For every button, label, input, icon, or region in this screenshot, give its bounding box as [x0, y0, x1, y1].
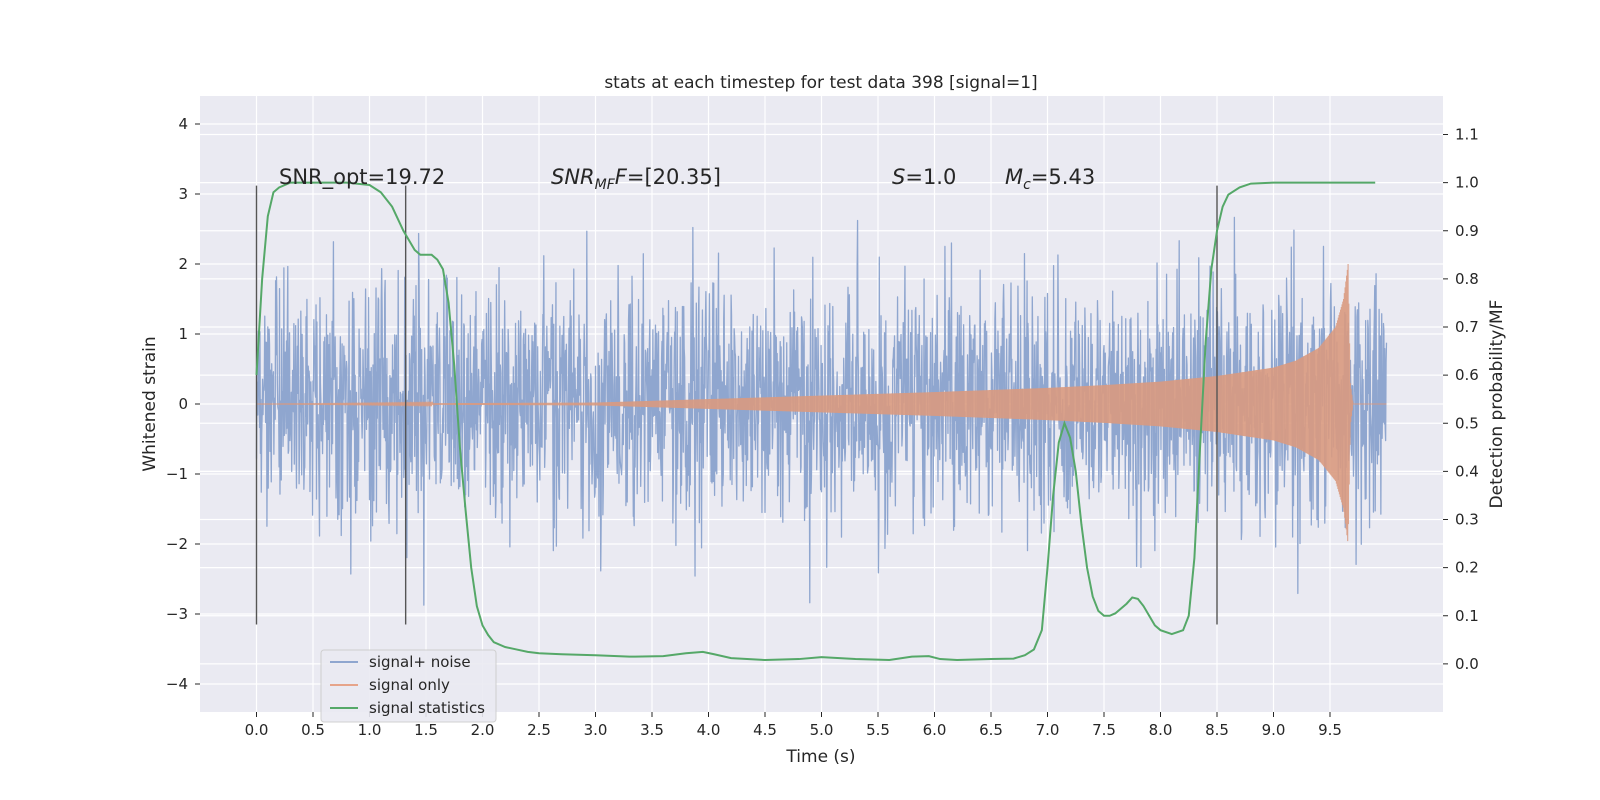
y-tick-label: −3 — [166, 605, 188, 623]
signal-only-line — [256, 263, 1387, 542]
x-tick-label: 0.5 — [301, 721, 325, 739]
x-tick-label: 5.0 — [810, 721, 834, 739]
legend-label-signal-noise: signal+ noise — [369, 653, 471, 671]
annotation-snr-mf-sub: MF — [595, 177, 616, 193]
x-tick-label: 0.0 — [245, 721, 269, 739]
x-axis-label: Time (s) — [785, 747, 855, 767]
y-tick-label: 1 — [178, 325, 188, 343]
y-right-tick-label: 0.3 — [1455, 511, 1479, 529]
y-tick-label: 4 — [178, 115, 188, 133]
y-tick-label: 0 — [178, 395, 188, 413]
x-tick-label: 3.0 — [584, 721, 608, 739]
annotation-s-value: =1.0 — [905, 165, 956, 189]
x-tick-label: 4.5 — [753, 721, 777, 739]
x-tick-label: 6.5 — [979, 721, 1003, 739]
x-tick-label: 5.5 — [866, 721, 890, 739]
x-tick-label: 8.5 — [1205, 721, 1229, 739]
legend-label-signal-statistics: signal statistics — [369, 699, 485, 717]
x-tick-label: 8.0 — [1149, 721, 1173, 739]
x-tick-label: 3.5 — [640, 721, 664, 739]
y-tick-label: 2 — [178, 255, 188, 273]
x-tick-label: 1.0 — [358, 721, 382, 739]
vertical-markers — [255, 185, 1218, 625]
y-right-tick-label: 1.0 — [1455, 174, 1479, 192]
chart-title: stats at each timestep for test data 398… — [604, 73, 1037, 93]
annotation-snr-opt: SNR_opt=19.72 — [279, 165, 445, 190]
y-tick-label: −1 — [166, 465, 188, 483]
annotation-snr-mf-main: SNR — [551, 165, 595, 189]
annotation-s-main: S — [892, 165, 905, 189]
x-tick-label: 7.5 — [1092, 721, 1116, 739]
x-tick-label: 4.0 — [697, 721, 721, 739]
annotation-snr-mf-value: =[20.35] — [627, 165, 721, 189]
signal-only-series — [256, 263, 1387, 542]
annotation-s: S=1.0 — [892, 165, 956, 189]
y-right-tick-label: 0.4 — [1455, 462, 1479, 480]
y-axis-right-label: Detection probability/MF — [1487, 300, 1507, 509]
x-tick-label: 9.0 — [1262, 721, 1286, 739]
y-right-tick-label: 1.1 — [1455, 126, 1479, 144]
annotation-mc: Mc=5.43 — [1005, 165, 1095, 193]
x-tick-label: 9.5 — [1318, 721, 1342, 739]
x-tick-label: 6.0 — [923, 721, 947, 739]
annotation-mc-value: =5.43 — [1031, 165, 1095, 189]
annotation-snr-mf-f: F — [615, 165, 628, 189]
annotation-mc-main: M — [1005, 165, 1023, 189]
y-tick-label: 3 — [178, 185, 188, 203]
y-right-tick-label: 0.5 — [1455, 414, 1479, 432]
x-tick-label: 1.5 — [414, 721, 438, 739]
y-right-tick-label: 0.7 — [1455, 318, 1479, 336]
y-ticks-left: 4 3 2 1 0 −1 −2 −3 −4 — [166, 115, 200, 693]
annotation-mc-sub: c — [1023, 177, 1031, 193]
y-tick-label: −2 — [166, 535, 188, 553]
y-right-tick-label: 0.1 — [1455, 607, 1479, 625]
y-ticks-right: 1.1 1.0 0.9 0.8 0.7 0.6 0.5 0.4 0.3 0.2 0.1 0.0 — [1443, 126, 1479, 673]
y-right-tick-label: 0.2 — [1455, 559, 1479, 577]
x-tick-label: 2.0 — [471, 721, 495, 739]
legend: signal+ noise signal only signal statist… — [320, 649, 497, 723]
y-right-tick-label: 0.9 — [1455, 222, 1479, 240]
y-right-tick-label: 0.0 — [1455, 655, 1479, 673]
x-tick-label: 2.5 — [527, 721, 551, 739]
legend-label-signal-only: signal only — [369, 676, 450, 694]
signal-statistics-line — [255, 181, 1376, 662]
annotations: SNR_opt=19.72 SNRMFF=[20.35] S=1.0 Mc=5.… — [279, 165, 1095, 193]
x-tick-label: 7.0 — [1036, 721, 1060, 739]
signal-statistics-series — [255, 181, 1376, 662]
annotation-snr-mf: SNRMFF=[20.35] — [551, 165, 721, 193]
y-axis-label: Whitened strain — [140, 336, 160, 471]
y-right-tick-label: 0.6 — [1455, 366, 1479, 384]
x-ticks: 0.0 0.5 1.0 1.5 2.0 2.5 3.0 3.5 4.0 4.5 5.0 5.5 6.0 6… — [245, 712, 1342, 739]
y-right-tick-label: 0.8 — [1455, 270, 1479, 288]
legend-box — [320, 649, 497, 723]
y-tick-label: −4 — [166, 675, 188, 693]
